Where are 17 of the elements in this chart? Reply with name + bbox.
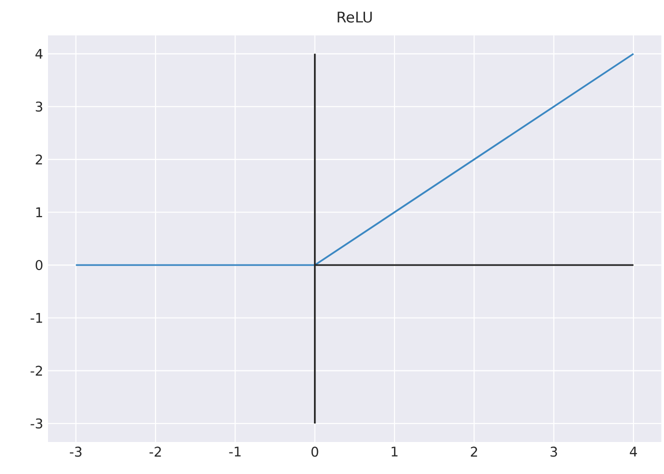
x-tick-label: 1 (392, 446, 398, 456)
x-tick-label: -3 (70, 446, 82, 457)
y-tick-label: 4 (35, 48, 43, 59)
y-tick-label: -2 (30, 366, 42, 376)
x-tick-label: 0 (311, 446, 318, 457)
x-tick-label: 3 (550, 446, 557, 457)
y-tick-label: 0 (36, 260, 42, 270)
x-tick-label: 4 (630, 446, 637, 456)
y-tick-label: -3 (30, 418, 42, 429)
y-tick-label: 1 (36, 207, 42, 218)
x-tick-label: 2 (470, 446, 478, 457)
y-tick-label: 2 (36, 154, 42, 164)
chart-title: ReLU (338, 12, 372, 23)
x-tick-label: -1 (229, 446, 241, 456)
x-tick-label: -2 (150, 446, 161, 457)
y-tick-label: -1 (30, 313, 42, 323)
y-tick-label: 3 (36, 102, 42, 112)
